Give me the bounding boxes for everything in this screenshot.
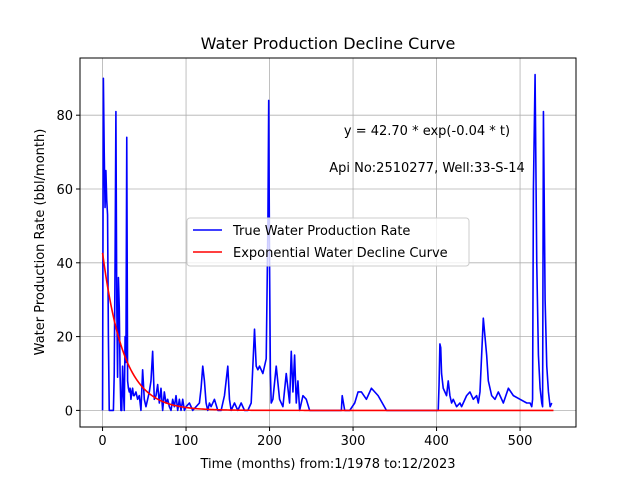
- x-tick-label: 400: [424, 434, 449, 449]
- ticks: 0 100 200 300 400 500 0 20 40 60 80: [56, 109, 532, 449]
- legend: True Water Production Rate Exponential W…: [186, 217, 470, 267]
- y-tick-label: 20: [56, 331, 73, 346]
- x-tick-label: 200: [257, 434, 282, 449]
- well-annotation: Api No:2510277, Well:33-S-14: [329, 161, 525, 176]
- y-axis-label: Water Production Rate (bbl/month): [33, 129, 48, 356]
- x-axis-label: Time (months) from:1/1978 to:12/2023: [199, 457, 455, 472]
- y-tick-label: 0: [65, 404, 73, 419]
- legend-box: [186, 217, 470, 267]
- y-tick-label: 60: [56, 183, 73, 198]
- equation-annotation: y = 42.70 * exp(-0.04 * t): [344, 124, 510, 139]
- x-tick-label: 100: [174, 434, 199, 449]
- y-tick-label: 80: [56, 109, 73, 124]
- series-line-exponential-decline: [101, 252, 554, 412]
- legend-label-true: True Water Production Rate: [232, 224, 410, 239]
- x-tick-label: 300: [341, 434, 366, 449]
- x-tick-label: 0: [98, 434, 106, 449]
- plot-frame: [79, 57, 577, 428]
- y-tick-label: 40: [56, 257, 73, 272]
- plot-lines: [101, 73, 554, 412]
- chart-title: Water Production Decline Curve: [201, 34, 456, 53]
- legend-label-model: Exponential Water Decline Curve: [233, 246, 448, 261]
- x-tick-label: 500: [508, 434, 533, 449]
- series-line-true-water-rate: [101, 73, 553, 412]
